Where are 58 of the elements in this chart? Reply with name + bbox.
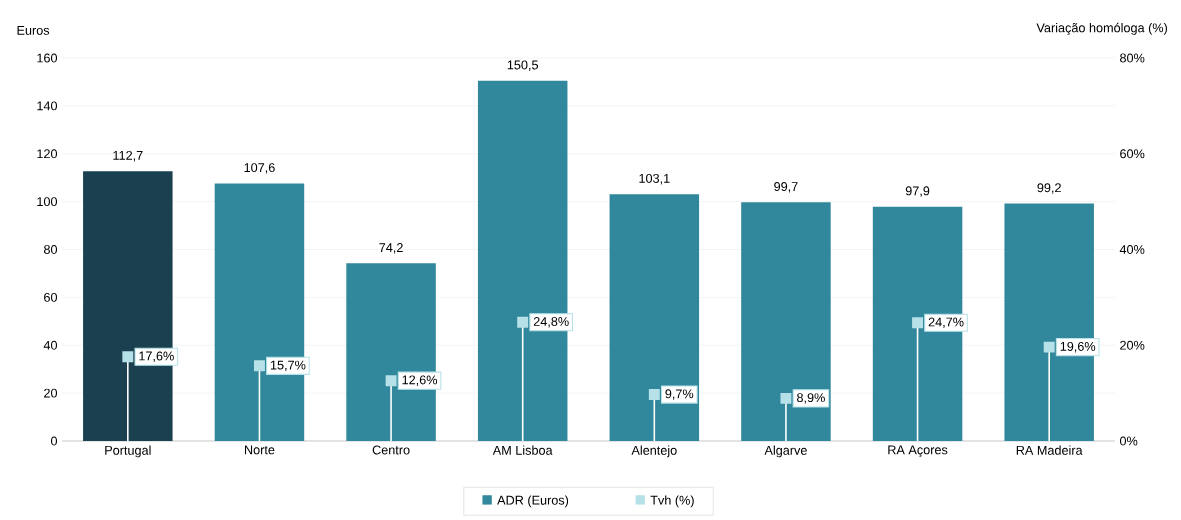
bar (609, 194, 700, 441)
data-label: 8,9% (797, 393, 825, 404)
data-label: 19,6% (1060, 341, 1096, 353)
point (122, 351, 134, 363)
data-label: 97,9 (905, 186, 930, 197)
y2-tick-label: 60% (1120, 149, 1145, 159)
y-tick-label: 120 (37, 149, 58, 159)
point (385, 375, 397, 387)
x-tick-label: Centro (372, 445, 410, 455)
bar (214, 183, 305, 441)
point (648, 389, 660, 401)
data-label: 107,6 (244, 163, 275, 174)
data-label: 112,7 (113, 150, 143, 162)
legend-label: Tvh (%) (650, 495, 694, 508)
y2-axis-title: Variação homóloga (%) (1036, 22, 1168, 35)
data-label: 99,2 (1037, 183, 1061, 194)
data-label: 24,8% (533, 317, 569, 328)
x-tick-label: Alentejo (631, 445, 677, 458)
data-label: 12,6% (402, 375, 438, 386)
y-tick-label: 60 (44, 292, 58, 302)
point (517, 316, 529, 328)
y-tick-label: 0 (50, 436, 58, 446)
data-label: 17,6% (139, 351, 174, 362)
y2-tick-label: 80% (1120, 53, 1145, 63)
data-label: 74,2 (379, 243, 403, 254)
legend-label: ADR (Euros) (497, 495, 569, 508)
x-tick-label: Portugal (105, 445, 151, 458)
y-axis-title: Euros (17, 25, 50, 35)
data-label: 150,5 (507, 60, 539, 71)
y-tick-label: 80 (43, 245, 58, 254)
y2-tick-label: 20% (1120, 340, 1145, 350)
point (912, 317, 924, 329)
bar (872, 206, 963, 441)
y2-tick-label: 40% (1119, 245, 1145, 254)
bar (346, 263, 436, 441)
x-tick-label: RA Açores (888, 445, 948, 457)
x-tick-label: Norte (245, 445, 275, 455)
x-tick-label: Algarve (764, 445, 807, 458)
y2-tick-label: 0% (1119, 436, 1138, 446)
y-tick-label: 20 (44, 388, 58, 398)
bar (477, 80, 568, 441)
bar (1004, 203, 1094, 441)
point (253, 360, 265, 372)
bar (83, 171, 173, 441)
bar (741, 202, 831, 441)
data-label: 15,7% (270, 360, 306, 372)
y-tick-label: 40 (43, 340, 58, 350)
data-label: 9,7% (665, 389, 694, 400)
data-label: 99,7 (774, 182, 798, 193)
y-tick-label: 100 (37, 197, 58, 207)
point (780, 392, 792, 404)
data-label: 103,1 (639, 173, 670, 185)
y-tick-label: 140 (37, 101, 58, 111)
y-tick-label: 160 (37, 53, 58, 63)
x-tick-label: RA Madeira (1016, 445, 1083, 455)
data-label: 24,7% (928, 317, 964, 328)
point (1043, 341, 1055, 353)
x-tick-label: AM Lisboa (492, 445, 553, 455)
